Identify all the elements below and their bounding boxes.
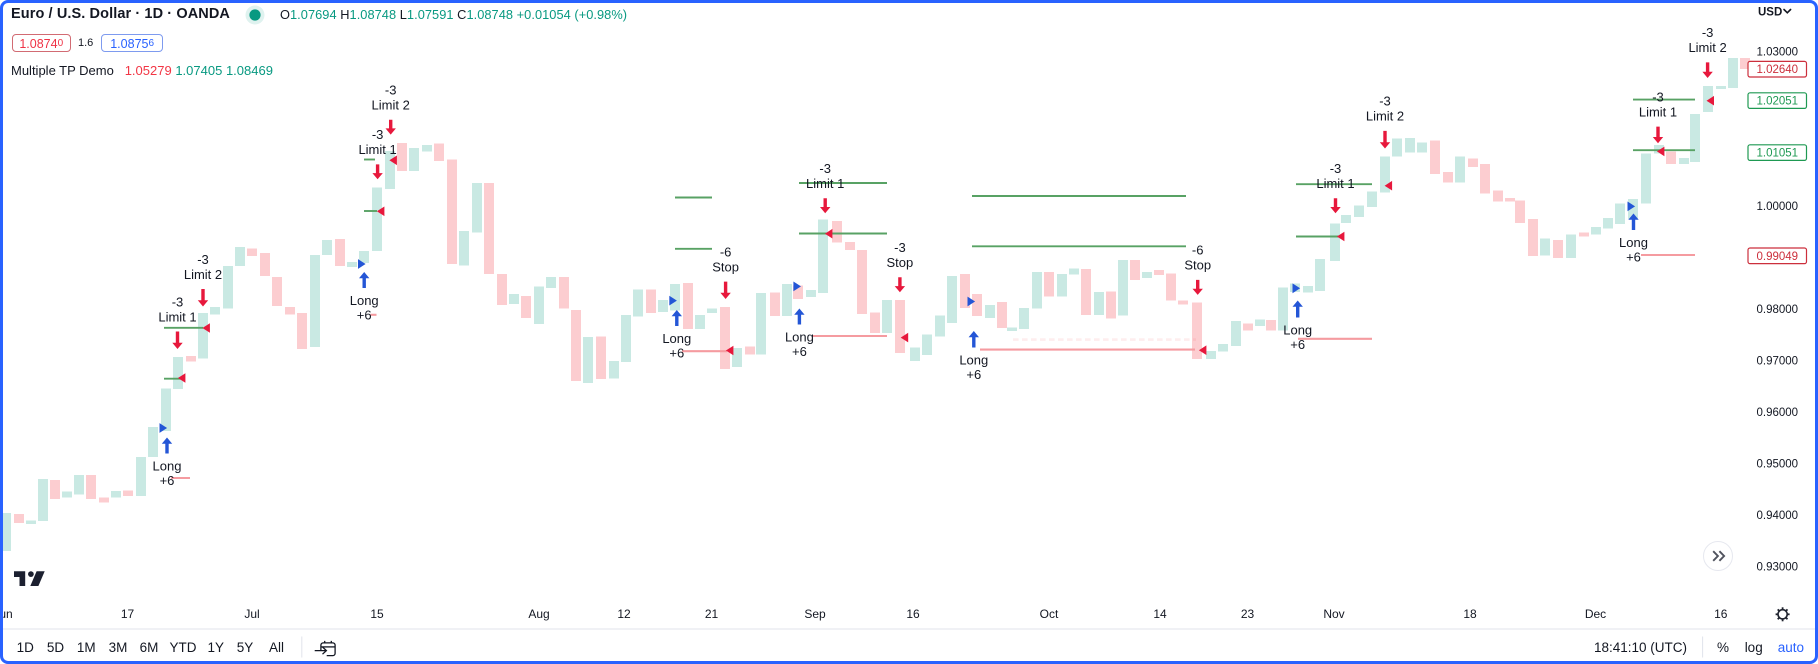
svg-text:-3: -3: [1702, 25, 1714, 40]
svg-text:Long: Long: [1283, 323, 1312, 338]
svg-text:-3: -3: [372, 127, 384, 142]
svg-text:Limit 2: Limit 2: [1688, 40, 1726, 55]
svg-text:0.93000: 0.93000: [1757, 562, 1799, 574]
svg-text:15: 15: [370, 607, 384, 621]
svg-text:5D: 5D: [47, 640, 65, 655]
svg-text:0.98000: 0.98000: [1757, 304, 1799, 316]
svg-text:auto: auto: [1778, 640, 1804, 655]
svg-text:-3: -3: [1379, 94, 1391, 109]
svg-text:-3: -3: [197, 252, 209, 267]
svg-text:-3: -3: [1652, 89, 1664, 104]
svg-text:Aug: Aug: [528, 607, 549, 621]
svg-text:Limit 1: Limit 1: [1316, 176, 1354, 191]
svg-text:1D: 1D: [17, 640, 35, 655]
svg-text:Stop: Stop: [887, 255, 914, 270]
svg-text:Stop: Stop: [1184, 258, 1211, 273]
svg-text:Dec: Dec: [1585, 607, 1606, 621]
svg-text:Long: Long: [350, 293, 379, 308]
svg-text:16: 16: [906, 607, 920, 621]
svg-text:Limit 1: Limit 1: [358, 142, 396, 157]
svg-text:5Y: 5Y: [237, 640, 254, 655]
svg-text:Limit 2: Limit 2: [184, 267, 222, 282]
svg-text:-6: -6: [1192, 243, 1204, 258]
svg-text:1.01051: 1.01051: [1757, 148, 1799, 160]
svg-text:23: 23: [1241, 607, 1255, 621]
svg-text:-3: -3: [894, 240, 906, 255]
svg-text:1.02640: 1.02640: [1757, 64, 1799, 76]
svg-text:Long: Long: [1619, 235, 1648, 250]
svg-text:-3: -3: [385, 83, 397, 98]
svg-text:Limit 1: Limit 1: [806, 176, 844, 191]
svg-text:USD: USD: [1758, 7, 1782, 19]
svg-text:0.94000: 0.94000: [1757, 510, 1799, 522]
svg-text:16: 16: [1714, 607, 1728, 621]
svg-text:Oct: Oct: [1040, 607, 1059, 621]
svg-text:Limit 1: Limit 1: [158, 309, 196, 324]
svg-text:Nov: Nov: [1323, 607, 1344, 621]
svg-text:+6: +6: [669, 346, 684, 361]
svg-text:-3: -3: [819, 161, 831, 176]
svg-text:18: 18: [1463, 607, 1477, 621]
svg-text:Limit 2: Limit 2: [372, 98, 410, 113]
svg-text:-3: -3: [1330, 161, 1342, 176]
svg-text:+6: +6: [966, 367, 981, 382]
svg-text:1.03000: 1.03000: [1757, 47, 1799, 59]
svg-text:12: 12: [617, 607, 631, 621]
svg-text:Jun: Jun: [0, 607, 13, 621]
svg-text:0.96000: 0.96000: [1757, 407, 1799, 419]
svg-text:Long: Long: [662, 331, 691, 346]
svg-text:3M: 3M: [109, 640, 128, 655]
svg-text:17: 17: [121, 607, 135, 621]
svg-text:14: 14: [1153, 607, 1167, 621]
svg-text:+6: +6: [1626, 250, 1641, 265]
svg-text:+6: +6: [160, 473, 175, 488]
svg-text:0.99049: 0.99049: [1757, 251, 1799, 263]
svg-text:Long: Long: [785, 330, 814, 345]
svg-text:Long: Long: [959, 353, 988, 368]
svg-text:-3: -3: [172, 294, 184, 309]
svg-text:Limit 1: Limit 1: [1639, 104, 1677, 119]
svg-text:-6: -6: [720, 244, 732, 259]
svg-text:1M: 1M: [77, 640, 96, 655]
svg-text:log: log: [1745, 640, 1763, 655]
svg-text:0.95000: 0.95000: [1757, 459, 1799, 471]
svg-text:1Y: 1Y: [208, 640, 225, 655]
svg-text:+6: +6: [357, 308, 372, 323]
svg-text:1.02051: 1.02051: [1757, 96, 1799, 108]
svg-text:Sep: Sep: [804, 607, 826, 621]
svg-text:18:41:10 (UTC): 18:41:10 (UTC): [1594, 640, 1687, 655]
svg-text:Stop: Stop: [712, 259, 739, 274]
svg-text:All: All: [269, 640, 284, 655]
svg-text:Limit 2: Limit 2: [1366, 109, 1404, 124]
svg-text:6M: 6M: [140, 640, 159, 655]
svg-text:1.00000: 1.00000: [1757, 201, 1799, 213]
svg-text:+6: +6: [792, 344, 807, 359]
svg-text:21: 21: [705, 607, 719, 621]
svg-text:Long: Long: [153, 459, 182, 474]
svg-text:Jul: Jul: [244, 607, 259, 621]
svg-text:0.97000: 0.97000: [1757, 356, 1799, 368]
svg-text:%: %: [1717, 640, 1729, 655]
svg-text:+6: +6: [1290, 337, 1305, 352]
svg-text:YTD: YTD: [170, 640, 197, 655]
